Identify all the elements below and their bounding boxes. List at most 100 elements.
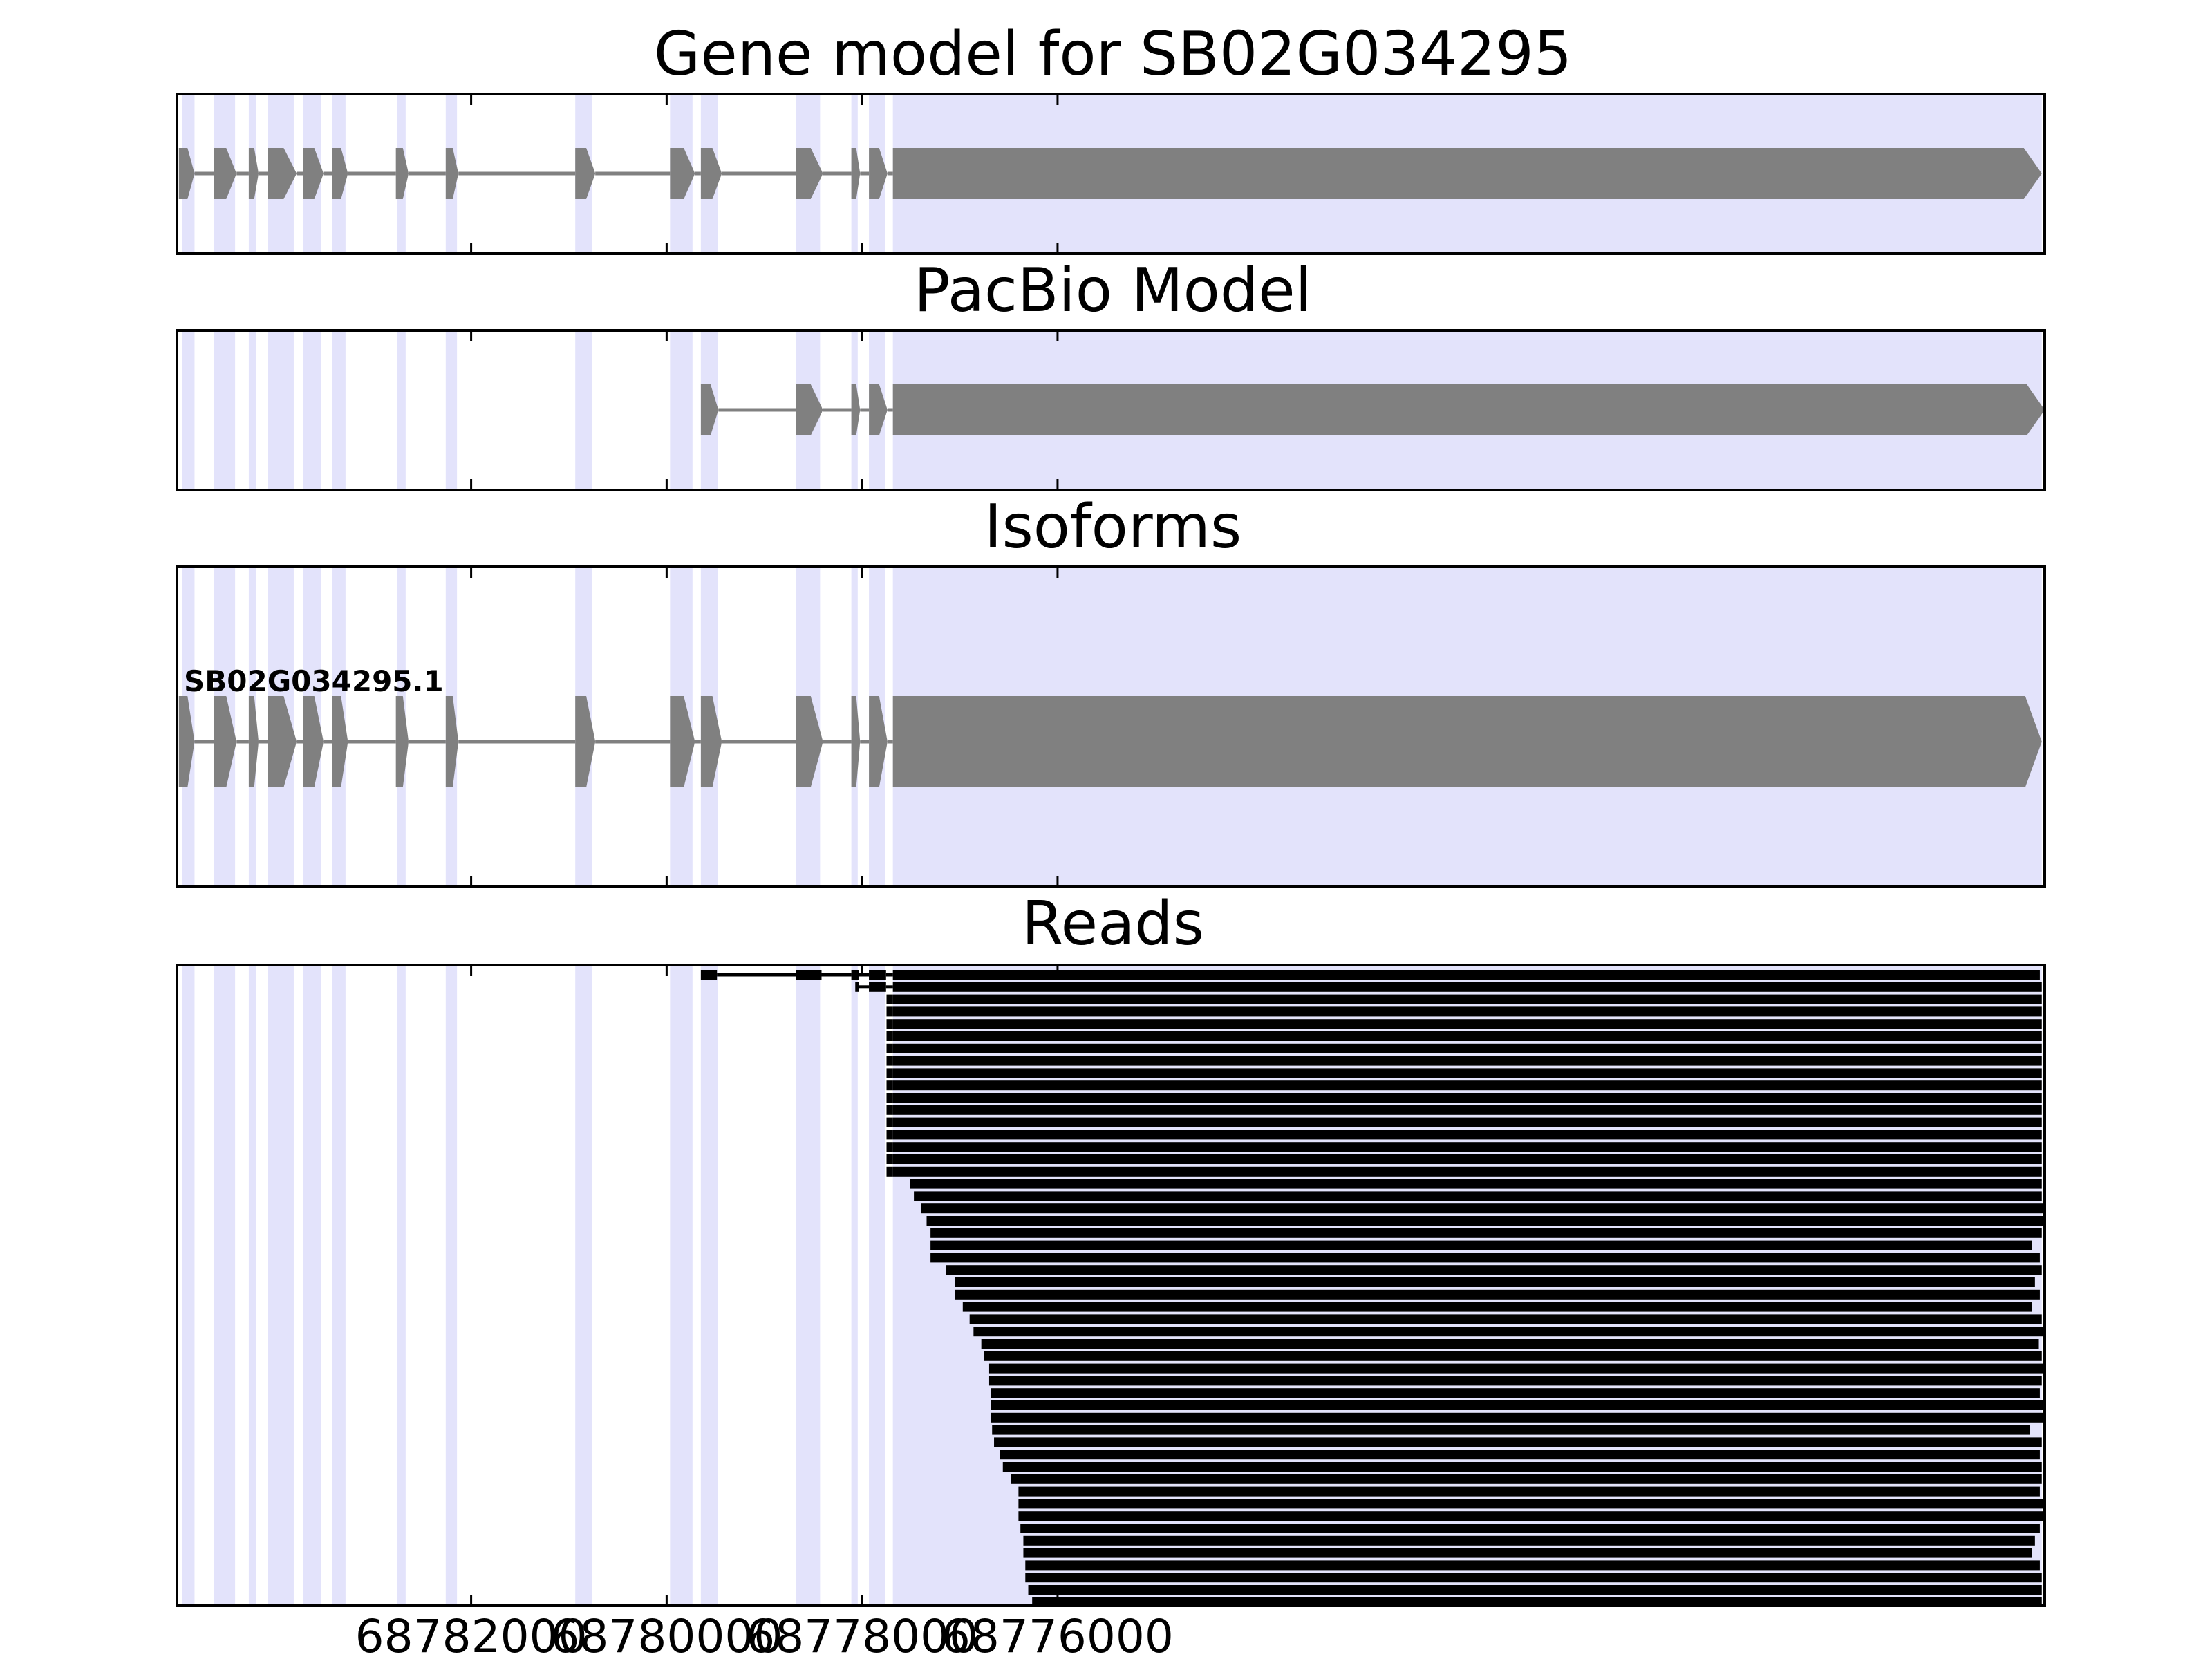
exon-shade-band xyxy=(700,965,718,1606)
panel-isoforms: Isoforms xyxy=(984,491,1241,562)
exon-arrow xyxy=(575,696,596,787)
exon-arrow xyxy=(268,696,297,787)
exon-arrow xyxy=(869,384,888,435)
exon-shade-band xyxy=(182,330,195,490)
read-block xyxy=(886,1056,893,1066)
exon-arrow xyxy=(700,148,722,199)
exon-arrow xyxy=(796,148,823,199)
read-block xyxy=(969,1314,2042,1324)
read-block xyxy=(700,970,718,980)
read-block xyxy=(1002,1462,2042,1472)
panel-frame xyxy=(176,329,2046,491)
read-block xyxy=(1028,1585,2042,1595)
read-block xyxy=(892,1166,2042,1177)
read-block xyxy=(920,1203,2043,1214)
exon-shade-band xyxy=(332,965,346,1606)
exon-shade-band xyxy=(268,330,294,490)
exon-arrow xyxy=(851,148,861,199)
read-block xyxy=(1020,1524,2040,1533)
read-block xyxy=(1018,1499,2045,1509)
panel-reads: Reads xyxy=(1022,888,1204,959)
read-block xyxy=(926,1216,2043,1226)
exon-arrow xyxy=(268,148,297,199)
read-block xyxy=(1023,1548,2032,1558)
exon-arrow xyxy=(178,696,195,787)
exon-arrow xyxy=(214,148,237,199)
read-block xyxy=(892,1117,2042,1127)
read-block xyxy=(869,982,886,992)
exon-arrow xyxy=(303,148,324,199)
exon-shade-band xyxy=(248,330,256,490)
panel-gene-model: Gene model for SB02G034295 xyxy=(654,19,1572,89)
exon-arrow xyxy=(892,696,2042,787)
read-block xyxy=(930,1240,2032,1250)
read-block xyxy=(886,1080,893,1091)
exon-shade-band xyxy=(575,965,592,1606)
read-block xyxy=(892,1142,2042,1152)
read-block xyxy=(991,1388,2040,1398)
read-block xyxy=(1000,1450,2040,1460)
read-block xyxy=(886,994,893,1004)
read-block xyxy=(892,982,2042,992)
x-tick-label: 68776000 xyxy=(941,1610,1174,1659)
exon-arrow xyxy=(575,148,596,199)
read-block xyxy=(886,1105,893,1115)
read-block xyxy=(1025,1560,2040,1571)
isoform-label: SB02G034295.1 xyxy=(184,664,444,698)
read-block xyxy=(886,1154,893,1164)
read-block xyxy=(886,1031,893,1041)
panel-frame xyxy=(176,565,2046,888)
read-block xyxy=(981,1339,2039,1349)
read-block xyxy=(886,1006,893,1017)
exon-shade-band xyxy=(332,330,346,490)
exon-arrow xyxy=(700,384,719,435)
read-block xyxy=(886,1068,893,1078)
read-block xyxy=(1018,1486,2040,1497)
read-block xyxy=(855,982,859,992)
read-block xyxy=(1025,1573,2042,1583)
exon-arrow xyxy=(892,148,2042,199)
exon-arrow xyxy=(332,696,348,787)
exon-arrow xyxy=(796,696,823,787)
exon-shade-band xyxy=(796,965,821,1606)
exon-arrow xyxy=(214,696,237,787)
exon-shade-band xyxy=(182,965,195,1606)
exon-arrow xyxy=(892,384,2045,435)
read-block xyxy=(992,1425,2030,1435)
read-block xyxy=(851,970,859,980)
exon-arrow xyxy=(395,148,409,199)
exon-shade-band xyxy=(851,965,858,1606)
read-block xyxy=(914,1191,2042,1201)
exon-shade-band xyxy=(445,330,458,490)
read-block xyxy=(892,1068,2042,1078)
read-block xyxy=(892,1031,2042,1041)
exon-arrow xyxy=(869,696,888,787)
exon-arrow xyxy=(248,148,259,199)
panel-title-isoforms: Isoforms xyxy=(984,491,1241,562)
exon-arrow xyxy=(869,148,888,199)
exon-shade-band xyxy=(268,965,294,1606)
x-axis-tick-labels: 68782000 68780000 68778000 68776000 xyxy=(355,1610,1174,1659)
read-block xyxy=(886,1019,893,1029)
read-block xyxy=(796,970,822,980)
read-block xyxy=(869,970,886,980)
exon-shade-band xyxy=(397,965,406,1606)
read-block xyxy=(973,1327,2045,1337)
exon-arrow xyxy=(303,696,324,787)
read-block xyxy=(1023,1535,2035,1546)
exon-arrow xyxy=(670,148,695,199)
read-block xyxy=(886,1093,893,1103)
read-block xyxy=(886,1130,893,1140)
read-block xyxy=(988,1376,2042,1386)
exon-shade-band xyxy=(303,965,321,1606)
exon-arrow xyxy=(851,696,861,787)
exon-shade-band xyxy=(248,965,256,1606)
read-block xyxy=(886,1117,893,1127)
exon-shade-band xyxy=(397,330,406,490)
exon-shade-band xyxy=(869,965,885,1606)
read-block xyxy=(930,1253,2040,1263)
exon-shade-band xyxy=(303,330,321,490)
exon-arrow xyxy=(700,696,722,787)
read-block xyxy=(892,1130,2042,1140)
read-block xyxy=(892,1043,2042,1053)
